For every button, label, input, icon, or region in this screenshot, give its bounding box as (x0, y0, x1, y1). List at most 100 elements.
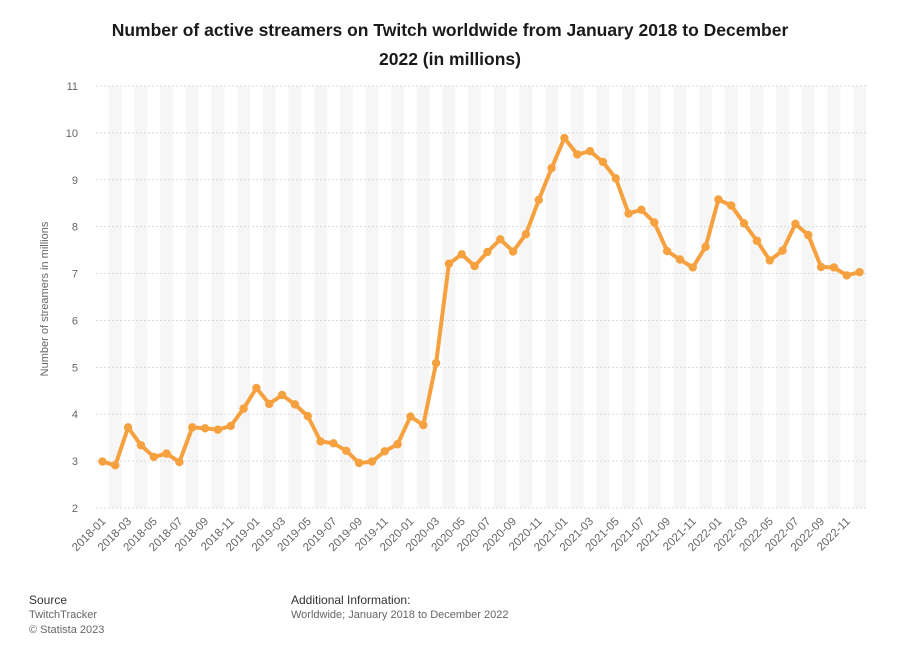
data-point (611, 174, 620, 183)
data-point (714, 195, 723, 204)
data-point (123, 423, 133, 432)
background-band (160, 86, 173, 508)
data-point (380, 447, 389, 456)
background-band (339, 86, 353, 508)
additional-info-block: Additional Information: Worldwide; Janua… (291, 593, 508, 623)
background-band (801, 86, 815, 508)
data-point (585, 146, 595, 156)
data-point (162, 449, 171, 458)
data-point (816, 262, 826, 272)
data-point (239, 404, 248, 413)
data-point (303, 411, 312, 421)
data-point (496, 235, 505, 244)
y-tick-label: 11 (67, 81, 78, 93)
data-point (650, 218, 659, 227)
background-band (776, 86, 789, 508)
source-label: Source (29, 593, 68, 607)
background-band (391, 86, 404, 508)
data-point (739, 219, 749, 228)
background-band (570, 86, 584, 508)
data-point (226, 421, 235, 431)
data-point (431, 358, 441, 368)
data-point (701, 242, 710, 252)
background-band (493, 86, 507, 508)
background-band (545, 86, 558, 508)
data-point (342, 446, 351, 455)
background-band (724, 86, 738, 508)
background-band (416, 86, 430, 508)
data-point (508, 247, 518, 256)
background-band (365, 86, 379, 508)
background-band (519, 86, 533, 508)
y-tick-label: 6 (72, 315, 78, 327)
y-tick-label: 7 (72, 269, 78, 281)
data-point (547, 163, 556, 173)
data-point (354, 458, 364, 468)
y-tick-label: 2 (72, 503, 78, 515)
chart-title: Number of active streamers on Twitch wor… (111, 20, 789, 69)
data-point (675, 255, 685, 264)
data-point (393, 440, 402, 449)
data-point (842, 271, 851, 280)
data-point (778, 246, 787, 255)
data-point (855, 267, 864, 277)
data-point (200, 424, 210, 433)
background-band (185, 86, 199, 508)
background-band (468, 86, 481, 508)
data-point (265, 399, 274, 409)
data-point (444, 259, 454, 268)
data-point (419, 420, 428, 430)
data-point (316, 437, 325, 446)
data-point (98, 457, 107, 466)
background-band (827, 86, 841, 508)
y-axis-label: Number of streamers in millions (39, 221, 51, 376)
background-band (596, 86, 610, 508)
data-point (188, 423, 197, 432)
data-point (560, 133, 569, 143)
data-point (277, 390, 287, 400)
data-point (175, 457, 184, 467)
data-point (483, 247, 492, 257)
y-tick-label: 9 (72, 175, 78, 187)
background-band (699, 86, 712, 508)
data-point (136, 440, 146, 450)
gridlines (96, 85, 866, 509)
data-point (406, 412, 415, 421)
data-point (534, 195, 543, 205)
data-point (470, 261, 479, 271)
data-point (213, 425, 223, 434)
additional-info-label: Additional Information: (291, 593, 411, 607)
background-band (750, 86, 764, 508)
background-band (673, 86, 687, 508)
data-point (727, 201, 736, 210)
data-point (252, 383, 261, 393)
additional-info-value: Worldwide; January 2018 to December 2022 (291, 609, 509, 621)
data-point (290, 400, 300, 409)
background-band (853, 86, 866, 508)
background-band (288, 86, 302, 508)
data-point (573, 150, 582, 159)
data-point (637, 205, 646, 214)
source-link[interactable]: TwitchTracker (29, 609, 98, 621)
source-block: Source TwitchTracker © Statista 2023 (29, 593, 104, 638)
data-points (98, 133, 864, 470)
data-point (791, 219, 800, 229)
y-tick-label: 10 (66, 128, 78, 140)
data-point (521, 229, 531, 239)
data-point (804, 230, 813, 240)
data-point (829, 263, 839, 272)
x-axis-ticks: 2018-012018-032018-052018-072018-092018-… (70, 516, 853, 554)
y-axis-ticks: 2 3 4 5 6 7 8 9 10 11 (66, 81, 78, 515)
data-point (111, 461, 120, 470)
data-point (765, 256, 774, 265)
y-tick-label: 8 (72, 222, 78, 234)
data-point (457, 250, 466, 259)
line-chart: 2 3 4 5 6 7 8 9 10 11 2018-012018-032018-052018-0… (39, 81, 866, 554)
y-tick-label: 3 (72, 456, 78, 468)
background-band (442, 86, 456, 508)
background-band (108, 86, 122, 508)
background-band (237, 86, 250, 508)
copyright: © Statista 2023 (29, 624, 105, 636)
background-band (262, 86, 276, 508)
background-band (314, 86, 327, 508)
